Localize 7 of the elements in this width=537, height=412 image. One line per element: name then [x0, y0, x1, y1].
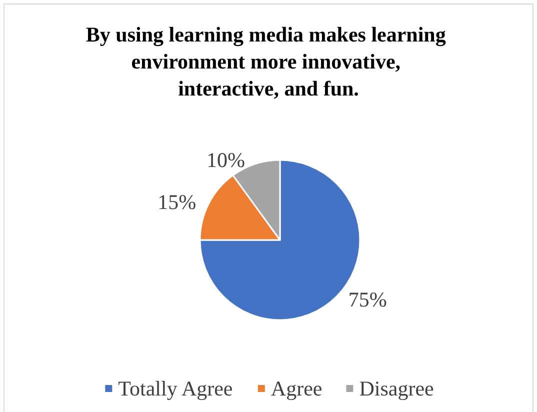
legend-label: Totally Agree: [118, 376, 233, 400]
data-label: 15%: [158, 190, 196, 214]
data-label: 75%: [348, 287, 387, 312]
chart-title: By using learning media makes learning environment more innovative, interactive, and fun.: [86, 22, 452, 100]
legend-label: Disagree: [359, 376, 434, 400]
data-label: 10%: [206, 148, 246, 172]
legend-label: Agree: [270, 376, 322, 400]
